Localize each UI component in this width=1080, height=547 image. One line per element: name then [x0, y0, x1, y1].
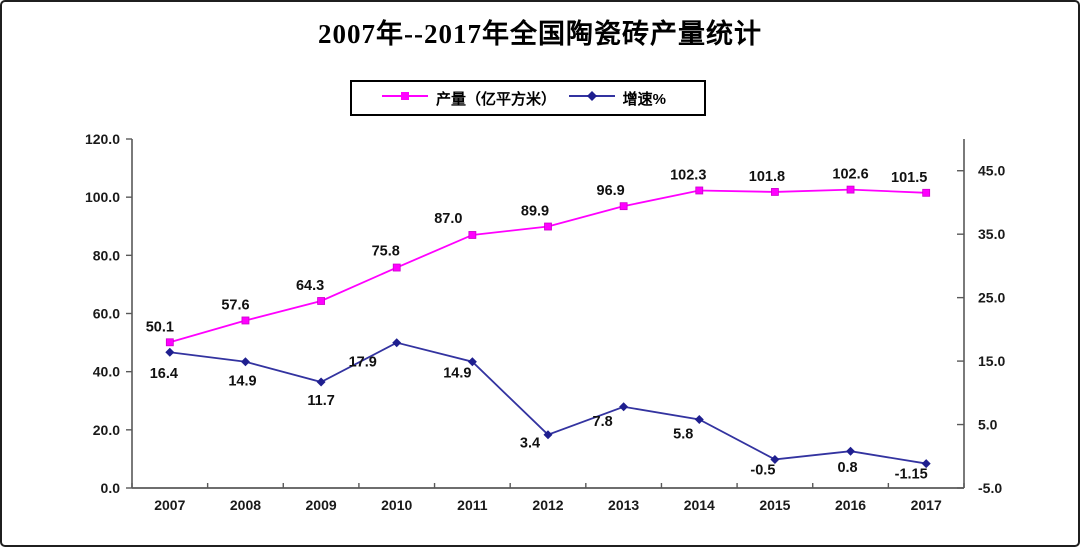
svg-text:16.4: 16.4 [150, 366, 178, 382]
production-point-marker [241, 316, 250, 325]
svg-text:11.7: 11.7 [307, 393, 334, 409]
growth-point-marker [846, 446, 856, 456]
chart-title: 2007年--2017年全国陶瓷砖产量统计 [318, 19, 762, 49]
svg-text:15.0: 15.0 [978, 353, 1005, 369]
svg-text:17.9: 17.9 [349, 355, 377, 371]
svg-text:102.3: 102.3 [670, 167, 706, 183]
chart-legend: 产量（亿平方米） 增速% [350, 80, 706, 116]
svg-text:35.0: 35.0 [978, 226, 1005, 242]
growth-point-marker [543, 430, 553, 440]
production-point-marker [922, 188, 931, 197]
growth-point-marker [921, 459, 931, 469]
svg-text:75.8: 75.8 [372, 244, 400, 260]
svg-text:14.9: 14.9 [443, 366, 471, 382]
svg-text:102.6: 102.6 [832, 167, 868, 183]
production-point-marker [846, 185, 855, 194]
svg-text:5.8: 5.8 [673, 426, 693, 442]
svg-text:2017: 2017 [911, 497, 942, 513]
production-point-marker [165, 338, 174, 347]
growth-series: 16.4 14.9 11.7 17.9 14.9 3.4 7.8 5.8 -0.5 0.8 -1.1… [150, 338, 931, 483]
svg-text:101.8: 101.8 [749, 169, 785, 185]
x-axis: 2007 2008 2009 2010 2011 2012 2013 2014 2015 2016… [131, 483, 965, 513]
svg-text:2016: 2016 [835, 497, 866, 513]
growth-point-marker [619, 402, 629, 412]
growth-point-marker [316, 377, 326, 387]
production-series: 50.1 57.6 64.3 75.8 87.0 89.9 96.9 102.3 101.8 10… [146, 167, 931, 347]
production-point-marker [468, 231, 477, 239]
svg-text:5.0: 5.0 [978, 417, 998, 433]
production-point-marker [771, 188, 779, 196]
legend-item-growth: 增速% [568, 88, 666, 109]
right-axis: -5.0 5.0 15.0 25.0 35.0 45.0 [957, 139, 1005, 496]
legend-label-production: 产量（亿平方米） [436, 90, 557, 108]
svg-text:101.5: 101.5 [891, 170, 927, 186]
svg-text:60.0: 60.0 [93, 306, 120, 322]
production-point-marker [392, 263, 401, 272]
svg-text:-5.0: -5.0 [978, 480, 1002, 496]
growth-point-marker [770, 454, 780, 464]
svg-text:87.0: 87.0 [434, 211, 462, 227]
svg-text:45.0: 45.0 [978, 163, 1005, 179]
svg-text:2011: 2011 [457, 497, 488, 513]
legend-label-growth: 增速% [622, 90, 666, 108]
svg-text:2009: 2009 [306, 497, 337, 513]
production-point-marker [317, 297, 325, 305]
svg-text:25.0: 25.0 [978, 290, 1005, 306]
svg-text:0.8: 0.8 [837, 460, 857, 476]
production-series-marker-icon [382, 89, 428, 107]
production-point-marker [619, 202, 628, 211]
left-axis: 0.0 20.0 40.0 60.0 80.0 100.0 120.0 [85, 131, 133, 496]
svg-text:2013: 2013 [608, 497, 639, 513]
svg-text:0.0: 0.0 [101, 480, 121, 496]
svg-text:96.9: 96.9 [597, 183, 625, 199]
svg-text:40.0: 40.0 [93, 364, 120, 380]
svg-text:57.6: 57.6 [221, 297, 249, 313]
svg-text:2007: 2007 [154, 497, 185, 513]
svg-text:89.9: 89.9 [521, 204, 549, 220]
svg-text:2010: 2010 [381, 497, 412, 513]
svg-text:-1.15: -1.15 [895, 467, 928, 483]
svg-text:2008: 2008 [230, 497, 261, 513]
growth-point-marker [240, 357, 250, 367]
svg-text:3.4: 3.4 [520, 436, 540, 452]
growth-point-marker [467, 357, 477, 367]
legend-item-production: 产量（亿平方米） [382, 88, 556, 109]
svg-text:50.1: 50.1 [146, 319, 174, 335]
growth-point-marker [694, 414, 704, 424]
growth-point-marker [392, 338, 402, 348]
svg-text:100.0: 100.0 [85, 189, 120, 205]
svg-text:14.9: 14.9 [228, 374, 256, 390]
svg-text:-0.5: -0.5 [750, 462, 775, 478]
growth-point-marker [165, 347, 175, 357]
svg-text:64.3: 64.3 [296, 278, 324, 294]
growth-series-marker-icon [568, 89, 615, 107]
svg-text:7.8: 7.8 [593, 414, 613, 430]
svg-text:2015: 2015 [759, 497, 790, 513]
production-point-marker [544, 222, 552, 231]
svg-text:2012: 2012 [532, 497, 563, 513]
svg-text:120.0: 120.0 [85, 131, 120, 147]
svg-text:20.0: 20.0 [93, 422, 120, 438]
production-point-marker [695, 186, 704, 195]
svg-text:2014: 2014 [684, 497, 715, 513]
svg-text:80.0: 80.0 [93, 247, 120, 263]
